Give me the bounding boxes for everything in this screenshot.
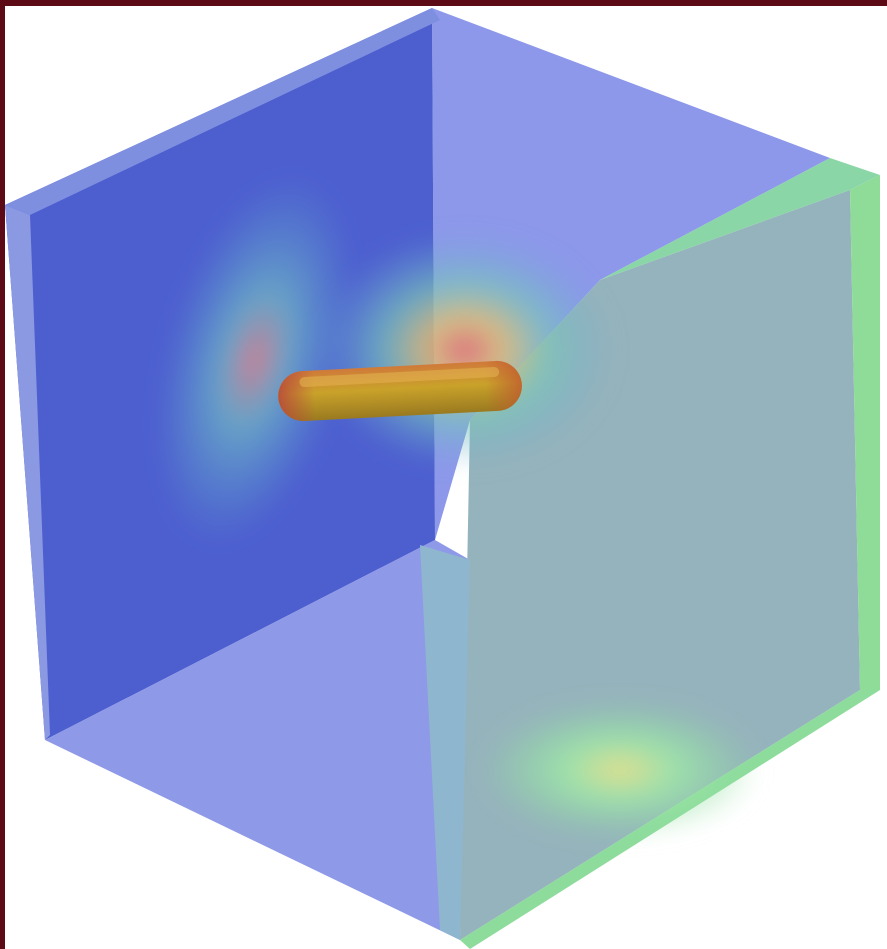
corner-edge [420, 545, 470, 940]
back-right-wall [432, 8, 830, 540]
rod [278, 360, 522, 422]
frame-left [0, 0, 5, 949]
right-top-edge [600, 158, 880, 280]
frame-top [0, 0, 887, 6]
left-edge [5, 205, 50, 740]
center-glow [315, 230, 615, 470]
rod-highlight [299, 367, 500, 387]
floor [45, 540, 470, 940]
left-wall-glow [155, 175, 355, 545]
right-edge [850, 175, 880, 690]
floor-glow [480, 700, 760, 840]
top-edge [5, 8, 440, 215]
